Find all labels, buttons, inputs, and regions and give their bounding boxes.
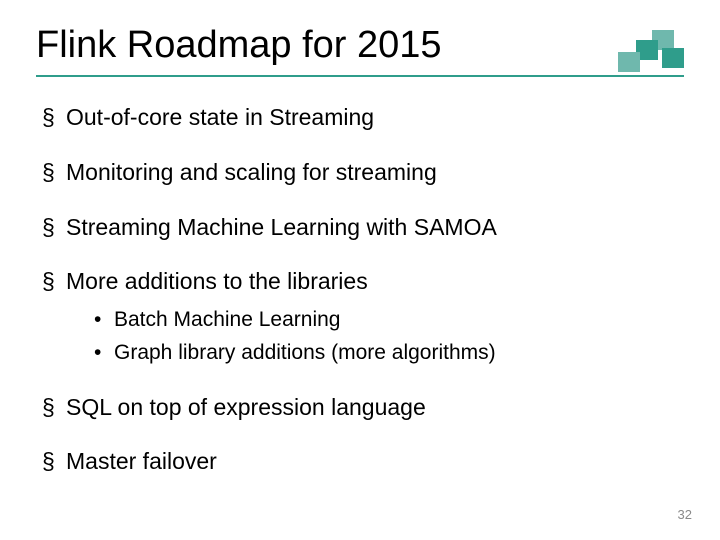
slide-title: Flink Roadmap for 2015 [36,24,684,67]
sub-bullet-item: Batch Machine Learning [94,306,684,333]
bullet-text: Monitoring and scaling for streaming [66,159,437,185]
sub-bullet-text: Batch Machine Learning [114,308,340,331]
flink-logo [618,30,690,78]
bullet-item: Master failover [42,447,684,476]
bullet-item: More additions to the libraries Batch Mac… [42,267,684,366]
bullet-text: More additions to the libraries [66,268,368,294]
page-number: 32 [678,507,692,522]
bullet-text: Out-of-core state in Streaming [66,104,374,130]
sub-bullet-text: Graph library additions (more algorithms… [114,341,496,364]
bullet-item: Monitoring and scaling for streaming [42,158,684,187]
sub-bullet-item: Graph library additions (more algorithms… [94,339,684,366]
bullet-item: Out-of-core state in Streaming [42,103,684,132]
bullet-item: SQL on top of expression language [42,393,684,422]
bullet-item: Streaming Machine Learning with SAMOA [42,213,684,242]
logo-block [618,52,640,72]
logo-block [662,48,684,68]
bullet-list: Out-of-core state in Streaming Monitoring… [36,103,684,476]
slide: Flink Roadmap for 2015 Out-of-core state… [0,0,720,540]
title-underline [36,75,684,77]
bullet-text: Master failover [66,448,217,474]
bullet-text: Streaming Machine Learning with SAMOA [66,214,497,240]
bullet-text: SQL on top of expression language [66,394,426,420]
sub-bullet-list: Batch Machine Learning Graph library addi… [66,306,684,367]
